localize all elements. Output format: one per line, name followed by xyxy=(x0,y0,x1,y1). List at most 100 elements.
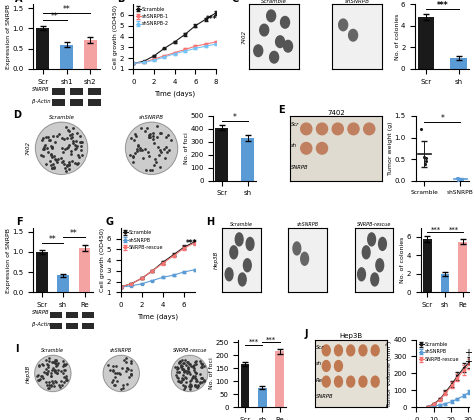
Circle shape xyxy=(172,355,208,391)
Ellipse shape xyxy=(332,123,343,135)
Bar xyxy=(423,239,432,292)
Text: β-Actin: β-Actin xyxy=(32,322,51,327)
Ellipse shape xyxy=(317,142,328,154)
Ellipse shape xyxy=(335,360,342,371)
FancyBboxPatch shape xyxy=(70,99,83,106)
Circle shape xyxy=(348,29,357,41)
FancyBboxPatch shape xyxy=(70,88,83,95)
Circle shape xyxy=(281,16,290,28)
Text: *: * xyxy=(440,114,444,123)
Circle shape xyxy=(260,24,269,36)
Text: H: H xyxy=(206,217,214,227)
Circle shape xyxy=(254,45,263,57)
Circle shape xyxy=(358,268,365,281)
Bar xyxy=(215,128,228,181)
Y-axis label: Expression of SNRPB: Expression of SNRPB xyxy=(6,4,11,69)
FancyBboxPatch shape xyxy=(82,323,94,329)
Y-axis label: No. of foci: No. of foci xyxy=(209,357,214,389)
Circle shape xyxy=(362,246,370,259)
Circle shape xyxy=(339,19,347,31)
FancyBboxPatch shape xyxy=(52,88,65,95)
Bar xyxy=(241,364,249,407)
FancyBboxPatch shape xyxy=(82,312,94,318)
Point xyxy=(423,155,430,162)
Text: G: G xyxy=(106,217,114,227)
Ellipse shape xyxy=(322,345,330,356)
Point xyxy=(422,158,430,165)
Circle shape xyxy=(230,246,237,259)
Text: **: ** xyxy=(70,229,78,238)
Bar xyxy=(441,274,449,292)
FancyBboxPatch shape xyxy=(50,312,62,318)
Text: ***: *** xyxy=(449,226,459,232)
Text: Re: Re xyxy=(316,378,323,383)
Y-axis label: Tumor volume (mm³): Tumor volume (mm³) xyxy=(386,340,392,407)
Text: ***: *** xyxy=(437,1,448,10)
Title: 7402: 7402 xyxy=(327,110,345,116)
Circle shape xyxy=(36,122,88,174)
Ellipse shape xyxy=(322,360,330,371)
Text: ***: *** xyxy=(431,226,441,232)
Circle shape xyxy=(275,36,284,47)
Text: +: + xyxy=(464,349,472,359)
Bar xyxy=(258,388,267,407)
Circle shape xyxy=(270,51,279,63)
Title: shSNRPB: shSNRPB xyxy=(297,222,319,227)
Circle shape xyxy=(244,259,251,272)
Y-axis label: Expression of SNRPB: Expression of SNRPB xyxy=(6,228,11,292)
Y-axis label: No. of foci: No. of foci xyxy=(184,132,189,164)
Ellipse shape xyxy=(364,123,375,135)
Ellipse shape xyxy=(301,123,312,135)
Bar xyxy=(450,58,467,69)
Bar xyxy=(275,351,284,407)
Bar xyxy=(458,241,467,292)
Text: ***: *** xyxy=(266,336,276,342)
Text: I: I xyxy=(16,344,19,354)
Text: β-Actin: β-Actin xyxy=(32,99,50,104)
Title: shSNRPB: shSNRPB xyxy=(110,349,132,353)
Y-axis label: Hep3B: Hep3B xyxy=(26,364,30,383)
Point xyxy=(458,176,466,182)
Title: Hep3B: Hep3B xyxy=(340,333,363,339)
Ellipse shape xyxy=(347,345,355,356)
Text: ***: *** xyxy=(206,15,218,24)
Text: sh: sh xyxy=(316,362,322,367)
Text: SNRPB: SNRPB xyxy=(32,310,50,315)
Text: B: B xyxy=(117,0,124,4)
Circle shape xyxy=(379,237,386,250)
Ellipse shape xyxy=(359,376,367,387)
FancyBboxPatch shape xyxy=(88,88,101,95)
Point xyxy=(420,154,428,160)
Point xyxy=(421,161,429,168)
FancyBboxPatch shape xyxy=(50,323,62,329)
Text: D: D xyxy=(13,110,21,120)
Text: F: F xyxy=(17,217,23,227)
FancyBboxPatch shape xyxy=(88,99,101,106)
Bar xyxy=(57,276,69,292)
Text: *: * xyxy=(233,113,237,122)
Circle shape xyxy=(246,237,254,250)
Circle shape xyxy=(103,355,139,391)
Text: SNRPB: SNRPB xyxy=(291,165,308,170)
Y-axis label: Cell growth (OD450): Cell growth (OD450) xyxy=(113,5,118,68)
Bar xyxy=(84,40,97,69)
Ellipse shape xyxy=(317,123,328,135)
Point xyxy=(455,175,462,182)
Circle shape xyxy=(371,273,379,286)
Legend: Scramble, shSNRPB, SNRPB-rescue: Scramble, shSNRPB, SNRPB-rescue xyxy=(123,230,163,250)
Text: SNRPB: SNRPB xyxy=(32,87,49,92)
Ellipse shape xyxy=(322,376,330,387)
Text: **: ** xyxy=(48,235,56,244)
Ellipse shape xyxy=(371,376,379,387)
Text: A: A xyxy=(15,0,22,4)
Bar xyxy=(418,17,434,69)
Circle shape xyxy=(283,40,292,52)
Point xyxy=(454,175,461,181)
Ellipse shape xyxy=(371,345,379,356)
Point xyxy=(417,126,425,132)
FancyBboxPatch shape xyxy=(66,312,78,318)
Title: SNRPB-rescue: SNRPB-rescue xyxy=(357,222,391,227)
Legend: Scramble, shSNRPB, SNRPB-rescue: Scramble, shSNRPB, SNRPB-rescue xyxy=(419,342,459,362)
Title: Scramble: Scramble xyxy=(49,115,74,120)
Text: ***: *** xyxy=(186,239,197,248)
